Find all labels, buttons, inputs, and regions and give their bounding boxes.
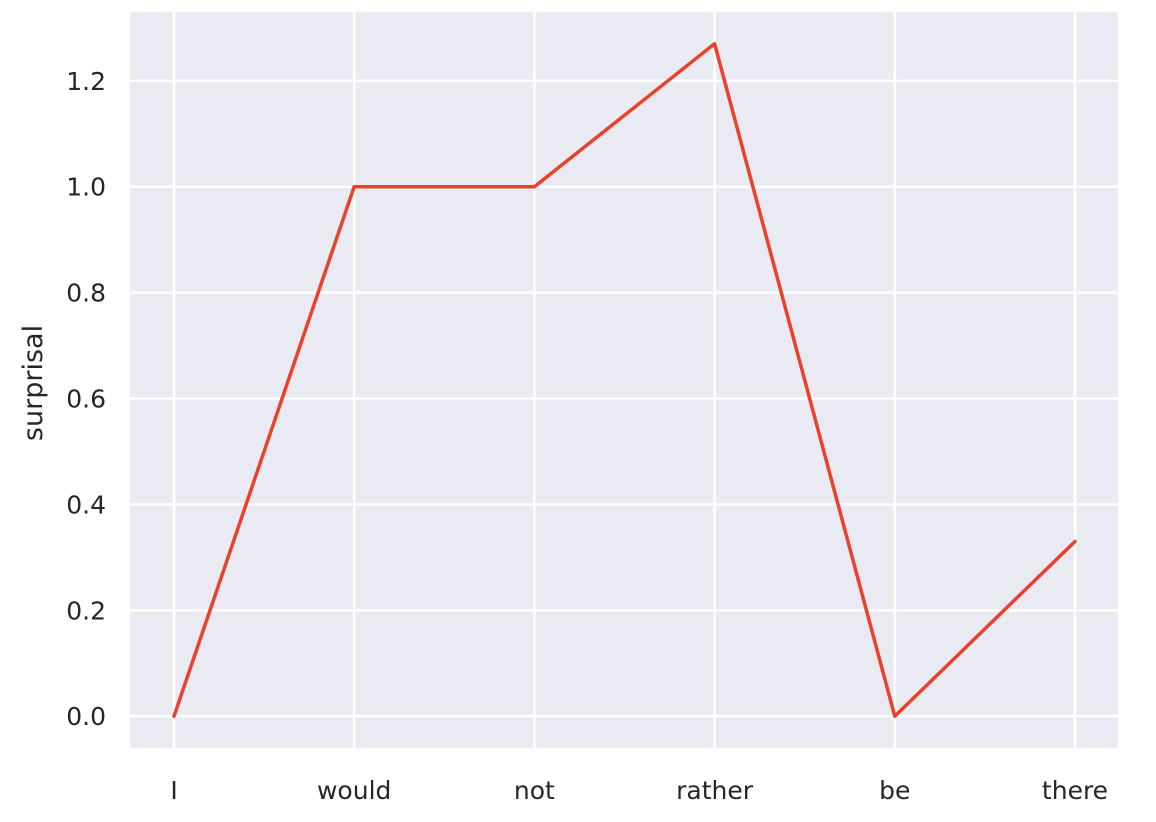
y-tick-label: 0.8: [66, 279, 106, 308]
series-layer: [172, 42, 1077, 718]
x-tick-label: not: [514, 776, 555, 805]
y-gridlines: [130, 79, 1118, 718]
y-tick-label: 0.6: [66, 385, 106, 414]
y-tick-labels: 0.0 0.2 0.4 0.6 0.8 1.0 1.2: [66, 67, 106, 731]
y-tick-label: 0.4: [66, 490, 106, 519]
y-tick-label: 0.0: [66, 702, 106, 731]
y-axis-label: surprisal: [18, 325, 49, 441]
x-tick-label: there: [1042, 776, 1108, 805]
plot-area: [130, 12, 1118, 748]
x-tick-label: rather: [676, 776, 754, 805]
x-tick-label: be: [879, 776, 910, 805]
x-tick-label: would: [317, 776, 391, 805]
x-tick-label: I: [170, 776, 177, 805]
y-tick-label: 1.0: [66, 173, 106, 202]
y-tick-label: 0.2: [66, 596, 106, 625]
x-gridlines: [172, 12, 1077, 748]
y-tick-label: 1.2: [66, 67, 106, 96]
series-line: [172, 42, 1077, 718]
